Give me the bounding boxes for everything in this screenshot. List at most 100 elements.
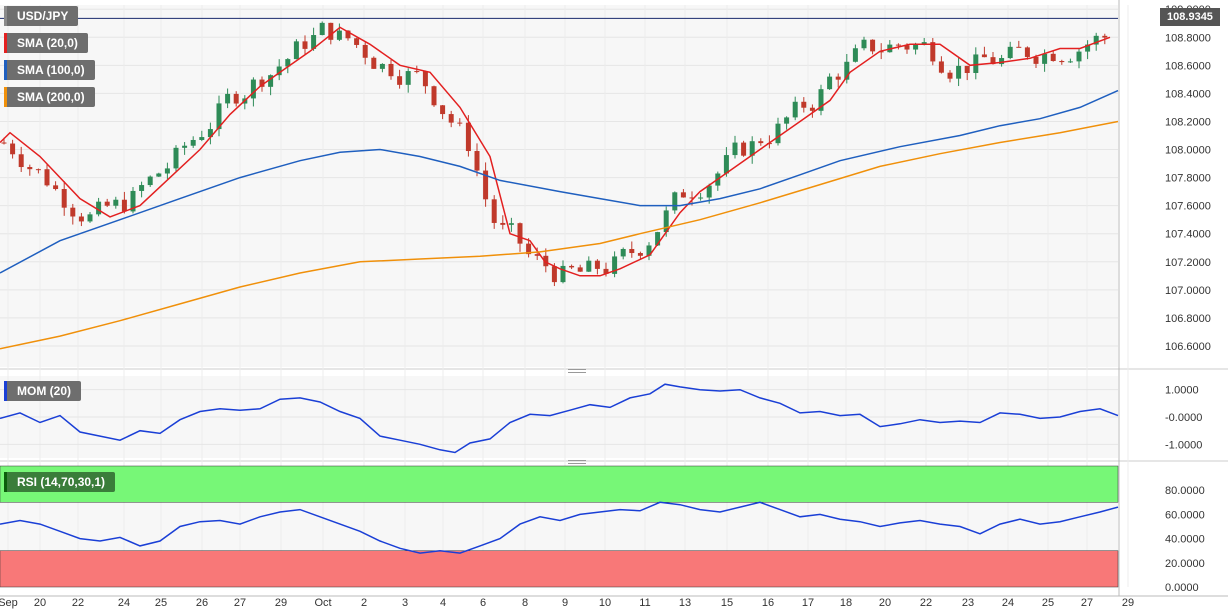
candle-up	[1042, 53, 1048, 64]
candle-down	[689, 197, 695, 199]
time-tick-label: 25	[155, 597, 167, 609]
last-price-badge: 108.9345	[1160, 8, 1220, 26]
candle-up	[276, 66, 282, 76]
sma20-label: SMA (20,0)	[17, 36, 78, 50]
candle-down	[440, 105, 446, 115]
candle-down	[53, 185, 59, 190]
candle-down	[328, 22, 334, 40]
candle-down	[233, 93, 239, 104]
candle-down	[483, 170, 489, 200]
candle-up	[784, 117, 790, 124]
candle-up	[336, 30, 342, 40]
sma100-line	[0, 89, 1119, 274]
rsi-tick-label: 60.0000	[1165, 509, 1205, 521]
price-tick-label: 107.4000	[1165, 229, 1211, 241]
candle-up	[216, 103, 222, 130]
candle-down	[35, 169, 41, 171]
candle-up	[508, 223, 514, 225]
time-tick-label: 2	[361, 597, 367, 609]
candle-down	[61, 189, 67, 208]
candle-down	[629, 248, 635, 254]
pane-resize-handle-2[interactable]	[568, 460, 586, 464]
price-tick-label: 108.2000	[1165, 116, 1211, 128]
sma200-line	[0, 120, 1119, 350]
candle-up	[999, 58, 1005, 65]
symbol-tag[interactable]: USD/JPY	[4, 6, 79, 26]
sma20-tag[interactable]: SMA (20,0)	[4, 33, 88, 53]
candle-up	[319, 22, 325, 36]
candle-down	[1016, 46, 1022, 48]
candle-down	[835, 76, 841, 80]
price-tick-label: 108.0000	[1165, 145, 1211, 157]
mom-tick-label: 1.0000	[1165, 385, 1199, 397]
time-tick-label: 8	[522, 597, 528, 609]
candle-up	[147, 176, 153, 186]
candle-down	[981, 54, 987, 58]
candle-down	[569, 265, 575, 268]
mom-label: MOM (20)	[17, 384, 71, 398]
candle-up	[156, 173, 162, 177]
candle-down	[1033, 56, 1039, 64]
pane-resize-handle-1[interactable]	[568, 369, 586, 373]
candle-down	[517, 223, 523, 244]
candle-up	[311, 35, 317, 49]
rsi-tick-label: 80.0000	[1165, 485, 1205, 497]
candle-down	[500, 222, 506, 225]
candle-down	[27, 167, 33, 170]
time-tick-label: 20	[34, 597, 46, 609]
candle-up	[827, 76, 833, 90]
rsi-line	[0, 501, 1119, 554]
candle-down	[551, 266, 557, 283]
sma100-label: SMA (100,0)	[17, 63, 85, 77]
candle-up	[182, 145, 188, 148]
candle-up	[973, 54, 979, 73]
price-tick-label: 107.0000	[1165, 285, 1211, 297]
candle-down	[259, 79, 265, 87]
candle-down	[448, 114, 454, 123]
candle-up	[285, 59, 291, 67]
time-tick-label: 3	[402, 597, 408, 609]
candle-down	[904, 45, 910, 50]
time-tick-label: 25	[1042, 597, 1054, 609]
price-tick-label: 106.6000	[1165, 341, 1211, 353]
candle-up	[190, 139, 196, 146]
candle-up	[87, 214, 93, 222]
sma200-tag[interactable]: SMA (200,0)	[4, 87, 95, 107]
candle-down	[121, 199, 127, 212]
candle-down	[603, 268, 609, 274]
rsi-tag[interactable]: RSI (14,70,30,1)	[4, 472, 116, 492]
candle-down	[990, 57, 996, 65]
sma200-label: SMA (200,0)	[17, 90, 85, 104]
mom-tag[interactable]: MOM (20)	[4, 381, 81, 401]
candle-down	[44, 169, 50, 186]
time-tick-label: 29	[1122, 597, 1134, 609]
time-tick-label: 24	[118, 597, 130, 609]
candle-down	[895, 44, 901, 46]
candle-down	[70, 207, 76, 217]
candle-up	[698, 197, 704, 199]
sma100-tag[interactable]: SMA (100,0)	[4, 60, 95, 80]
main-pane-bg	[0, 5, 1118, 367]
candle-up	[792, 101, 798, 118]
mom-tick-label: -1.0000	[1165, 439, 1202, 451]
candle-up	[956, 65, 962, 79]
candle-down	[809, 107, 815, 111]
time-tick-label: 4	[440, 597, 446, 609]
candle-down	[577, 267, 583, 272]
candle-down	[104, 201, 110, 206]
candle-down	[1059, 60, 1065, 63]
candle-up	[173, 147, 179, 169]
rsi-tick-label: 20.0000	[1165, 558, 1205, 570]
candle-down	[938, 61, 944, 73]
price-tick-label: 106.8000	[1165, 313, 1211, 325]
candle-down	[474, 151, 480, 171]
candle-down	[1024, 47, 1030, 57]
rsi-overbought-band	[0, 465, 1119, 503]
candle-up	[113, 199, 119, 206]
candle-down	[362, 44, 368, 58]
candle-down	[758, 141, 764, 144]
candle-down	[526, 243, 532, 255]
time-tick-label: 9	[562, 597, 568, 609]
candle-down	[371, 57, 377, 69]
candle-down	[878, 51, 884, 53]
